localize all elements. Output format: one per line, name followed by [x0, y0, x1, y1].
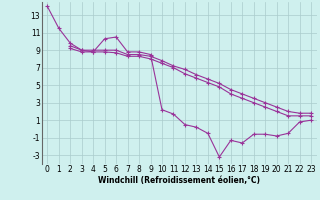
X-axis label: Windchill (Refroidissement éolien,°C): Windchill (Refroidissement éolien,°C) [98, 176, 260, 185]
